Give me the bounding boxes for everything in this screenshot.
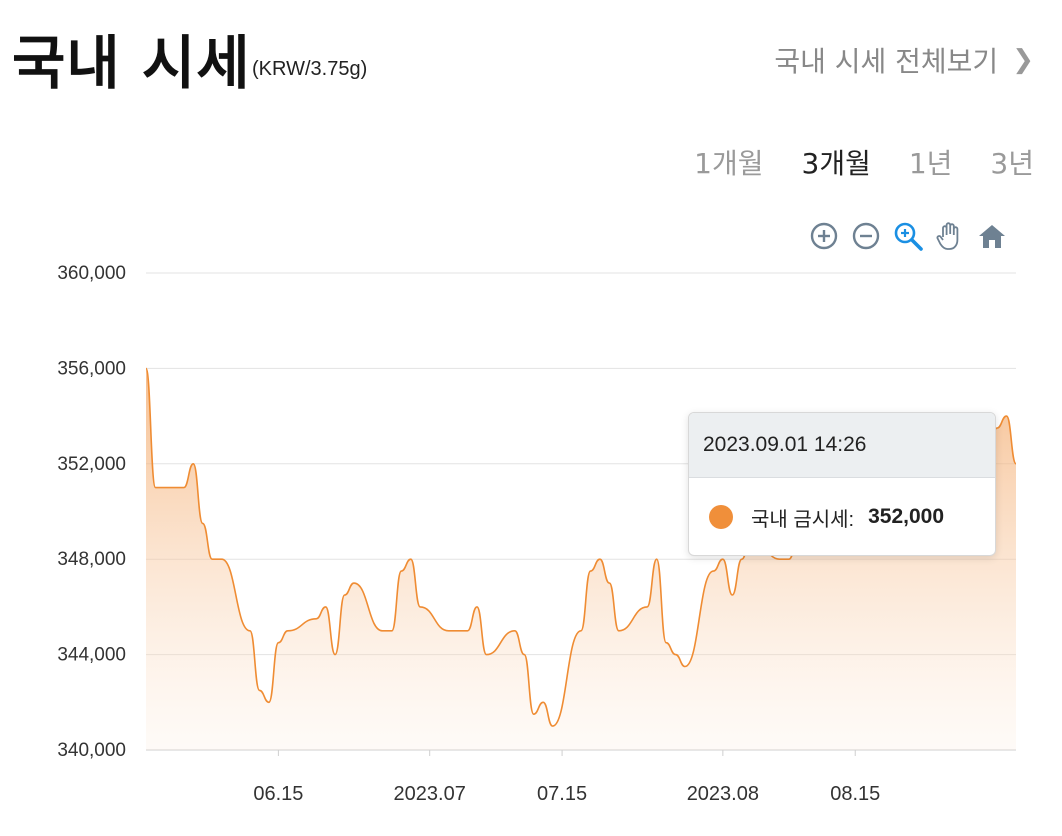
tooltip-series-label: 국내 금시세: <box>751 508 855 531</box>
reset-home-icon[interactable] <box>976 220 1008 252</box>
x-tick-label: 2023.08 <box>687 783 759 805</box>
range-tab-1m[interactable]: 1개월 <box>694 147 764 180</box>
unit-label: (KRW/3.75g) <box>252 58 368 80</box>
y-tick-label: 360,000 <box>57 263 126 284</box>
series-area <box>146 368 1016 750</box>
zoom-in-icon[interactable] <box>808 220 840 252</box>
x-tick-label: 06.15 <box>253 783 303 805</box>
y-tick-label: 344,000 <box>57 645 126 666</box>
tooltip-body: 국내 금시세: 352,000 <box>689 478 995 555</box>
tooltip-date: 2023.09.01 14:26 <box>689 413 995 478</box>
chart-tooltip: 2023.09.01 14:26 국내 금시세: 352,000 <box>688 412 996 556</box>
range-tab-1y[interactable]: 1년 <box>908 147 953 180</box>
view-all-label: 국내 시세 전체보기 <box>774 45 999 78</box>
price-chart: 360,000 356,000 352,000 348,000 344,000 340,0… <box>57 263 1017 805</box>
view-all-link[interactable]: 국내 시세 전체보기 ❯ <box>774 40 1034 80</box>
chevron-right-icon: ❯ <box>1012 45 1034 75</box>
y-tick-label: 348,000 <box>57 549 126 570</box>
range-tab-3y[interactable]: 3년 <box>990 147 1034 180</box>
range-tabs: 1개월 3개월 1년 3년 <box>694 142 1034 182</box>
range-tab-3m[interactable]: 3개월 <box>801 147 871 180</box>
zoom-out-icon[interactable] <box>850 220 882 252</box>
x-tick-label: 07.15 <box>537 783 587 805</box>
x-tick-label: 08.15 <box>830 783 880 805</box>
x-tick-label: 2023.07 <box>394 783 466 805</box>
y-tick-label: 356,000 <box>57 358 126 379</box>
chart-toolbar <box>808 220 1008 252</box>
y-tick-label: 352,000 <box>57 454 126 475</box>
tooltip-value: 352,000 <box>868 505 945 528</box>
pan-hand-icon[interactable] <box>934 220 966 252</box>
series-marker <box>709 505 733 529</box>
y-tick-label: 340,000 <box>57 740 126 761</box>
selection-zoom-icon[interactable] <box>892 220 924 252</box>
page-title: 국내 시세 <box>12 29 251 97</box>
